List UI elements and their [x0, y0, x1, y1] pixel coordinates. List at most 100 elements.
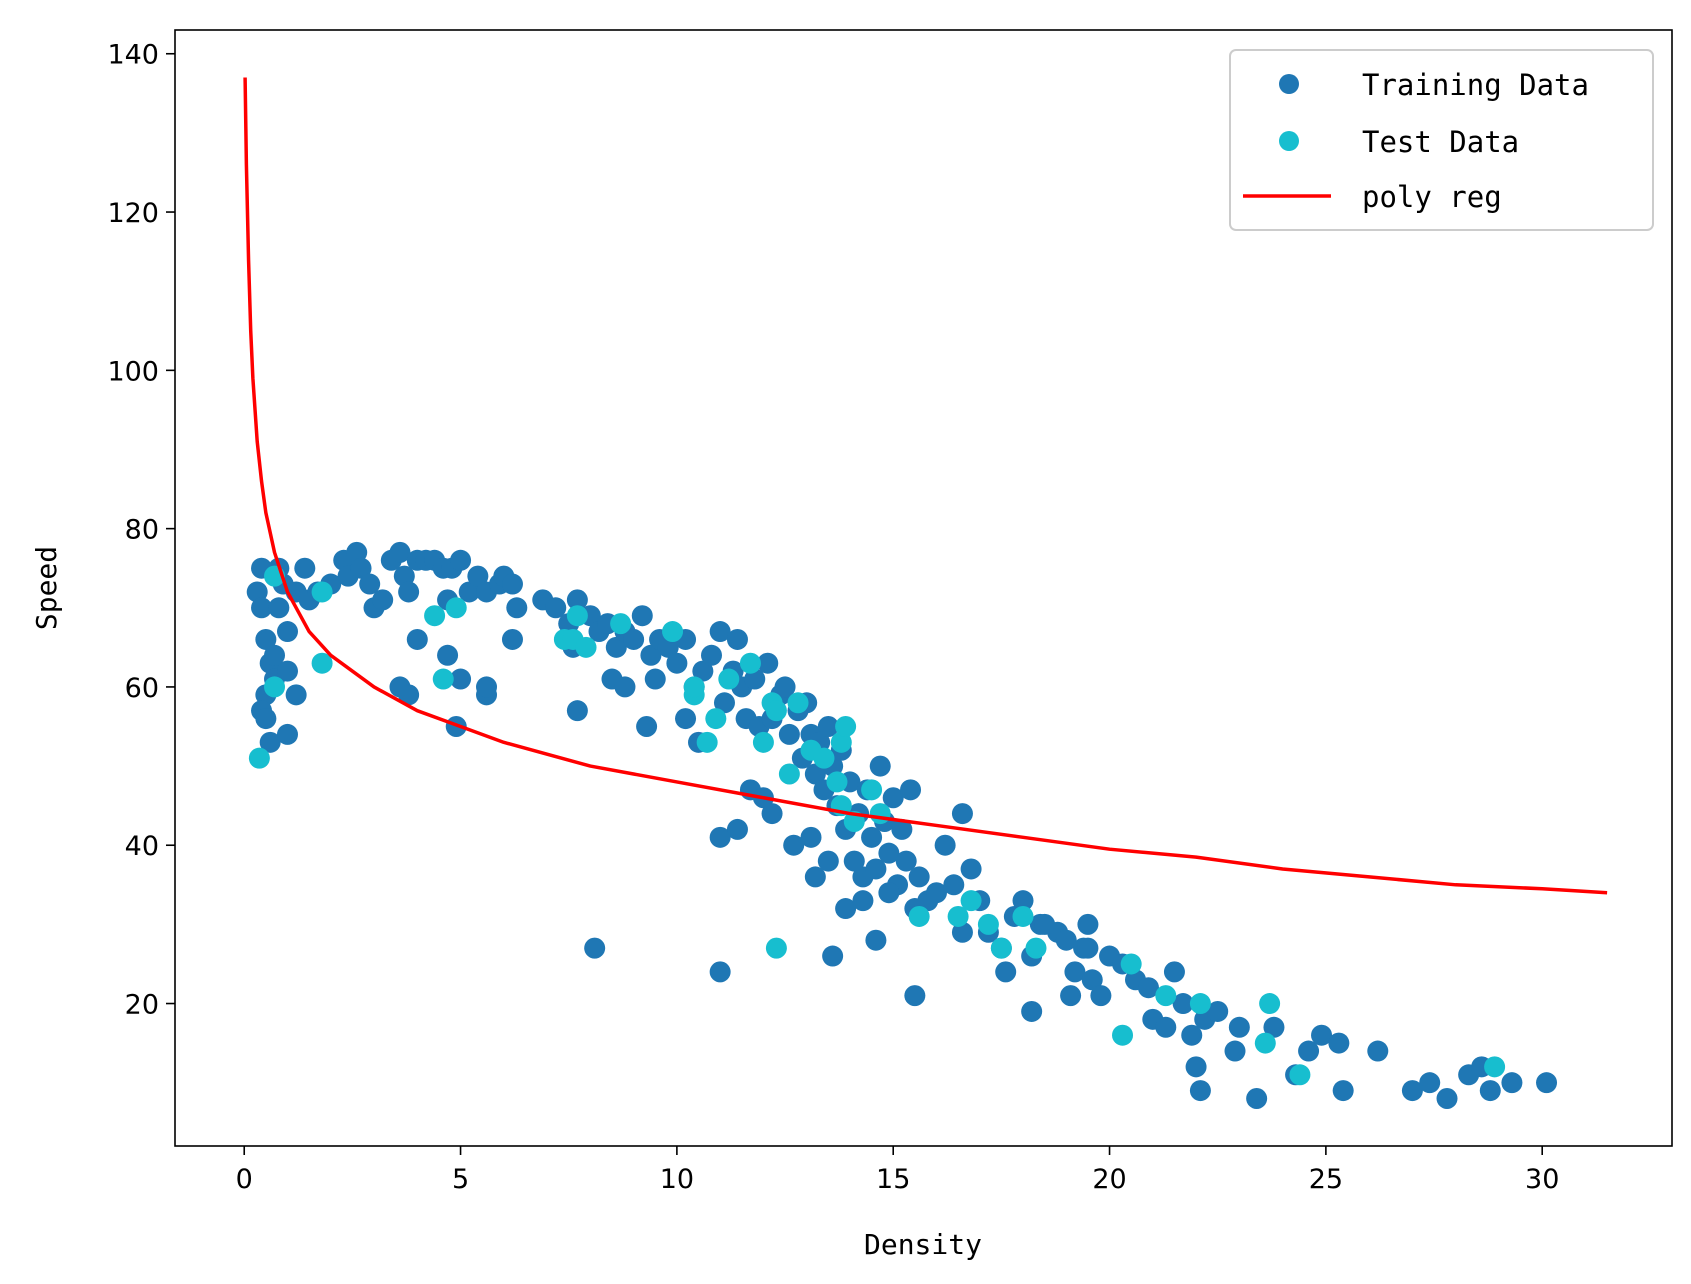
training-point: [1034, 913, 1056, 935]
test-point: [311, 581, 333, 603]
training-point: [1419, 1072, 1441, 1094]
training-point: [804, 866, 826, 888]
training-point: [774, 676, 796, 698]
training-point: [276, 723, 298, 745]
training-point: [713, 692, 735, 714]
training-point: [255, 628, 277, 650]
training-point: [437, 644, 459, 666]
training-point: [934, 834, 956, 856]
test-point: [739, 652, 761, 674]
training-point: [1228, 1016, 1250, 1038]
test-point: [696, 731, 718, 753]
test-point: [575, 636, 597, 658]
test-point: [813, 747, 835, 769]
training-point: [1172, 993, 1194, 1015]
training-point: [869, 755, 891, 777]
training-point: [605, 636, 627, 658]
y-tick-label: 40: [125, 831, 159, 862]
test-point: [1120, 953, 1142, 975]
x-tick-label: 30: [1525, 1164, 1559, 1195]
training-point: [406, 628, 428, 650]
training-point: [501, 628, 523, 650]
training-point: [1090, 985, 1112, 1007]
test-point: [990, 937, 1012, 959]
test-point: [835, 716, 857, 738]
test-point: [566, 605, 588, 627]
test-point: [977, 913, 999, 935]
training-point: [882, 787, 904, 809]
training-point: [545, 597, 567, 619]
training-point: [709, 961, 731, 983]
test-point: [432, 668, 454, 690]
training-point: [1207, 1000, 1229, 1022]
training-point: [783, 834, 805, 856]
x-tick-label: 0: [236, 1164, 253, 1195]
training-point: [835, 898, 857, 920]
y-tick-label: 60: [125, 673, 159, 704]
legend: Training Data Test Data poly reg: [1229, 49, 1654, 231]
training-point: [657, 636, 679, 658]
training-point: [476, 676, 498, 698]
training-point: [900, 779, 922, 801]
training-point: [1137, 977, 1159, 999]
legend-label-test: Test Data: [1362, 125, 1519, 159]
test-point: [869, 803, 891, 825]
training-point: [666, 652, 688, 674]
test-point: [908, 905, 930, 927]
training-point: [1189, 1080, 1211, 1102]
test-point: [1259, 993, 1281, 1015]
training-point: [943, 874, 965, 896]
test-point: [1025, 937, 1047, 959]
training-point: [501, 573, 523, 595]
training-point: [346, 541, 368, 563]
test-point: [778, 763, 800, 785]
training-point: [891, 818, 913, 840]
training-point: [1328, 1032, 1350, 1054]
legend-label-training: Training Data: [1362, 68, 1589, 102]
training-point: [700, 644, 722, 666]
test-point: [248, 747, 270, 769]
training-point: [268, 597, 290, 619]
training-point: [852, 890, 874, 912]
training-point: [744, 668, 766, 690]
test-point: [1189, 993, 1211, 1015]
training-point: [822, 945, 844, 967]
test-point: [1012, 905, 1034, 927]
training-point: [1077, 937, 1099, 959]
training-point: [1332, 1080, 1354, 1102]
training-point: [895, 850, 917, 872]
training-point: [1155, 1016, 1177, 1038]
training-point: [761, 803, 783, 825]
training-point: [246, 581, 268, 603]
training-point: [1060, 985, 1082, 1007]
training-point: [778, 723, 800, 745]
training-point: [359, 573, 381, 595]
training-point: [294, 557, 316, 579]
training-point: [1367, 1040, 1389, 1062]
legend-marker-training: [1279, 74, 1299, 94]
training-point: [1163, 961, 1185, 983]
x-tick-label: 5: [452, 1164, 469, 1195]
test-point: [705, 708, 727, 730]
training-point: [878, 882, 900, 904]
training-point: [861, 826, 883, 848]
training-point: [467, 565, 489, 587]
training-point: [1479, 1080, 1501, 1102]
plot-frame: [174, 29, 1673, 1147]
training-point: [726, 628, 748, 650]
training-point: [285, 684, 307, 706]
training-point: [1081, 969, 1103, 991]
training-point: [614, 676, 636, 698]
training-point: [506, 597, 528, 619]
test-point: [610, 613, 632, 635]
test-point: [861, 779, 883, 801]
test-point: [787, 692, 809, 714]
training-point: [393, 565, 415, 587]
x-axis-title: Density: [864, 1228, 982, 1261]
test-point: [311, 652, 333, 674]
training-point: [276, 660, 298, 682]
test-point: [830, 731, 852, 753]
x-tick-label: 15: [876, 1164, 910, 1195]
training-point: [951, 803, 973, 825]
